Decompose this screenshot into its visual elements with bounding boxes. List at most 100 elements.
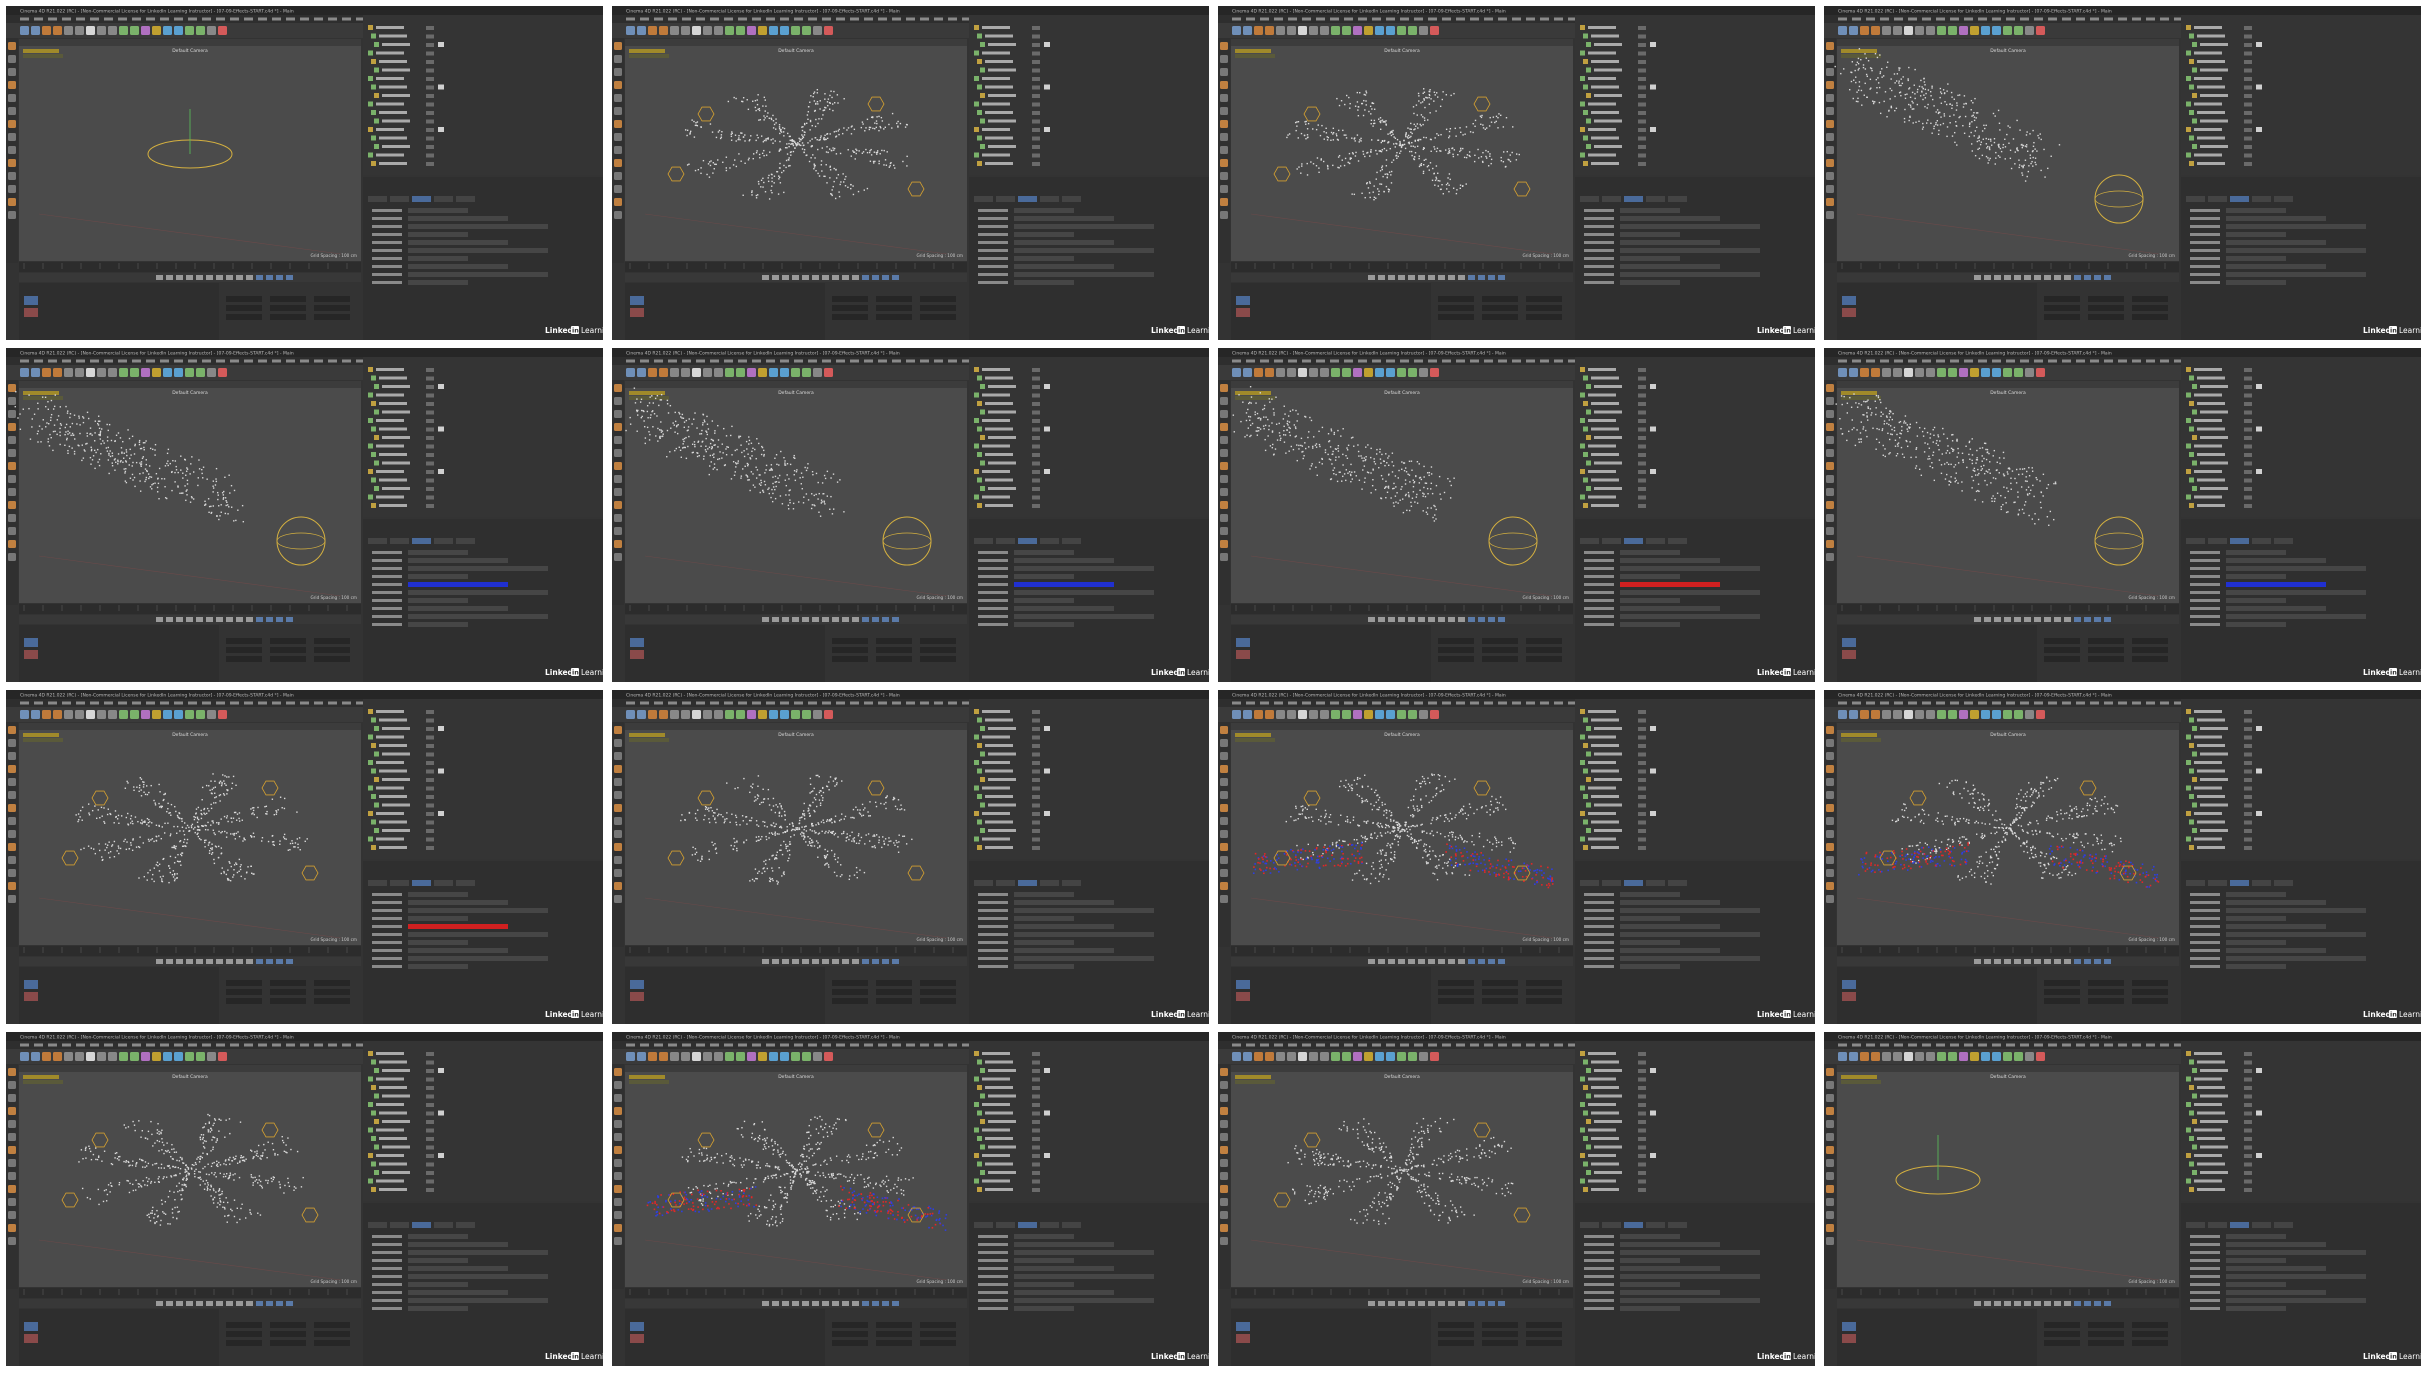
tool-icon[interactable] xyxy=(20,710,29,719)
tool-icon[interactable] xyxy=(758,26,767,35)
tool-icon[interactable] xyxy=(119,710,128,719)
left-tool-icon[interactable] xyxy=(1826,514,1834,522)
transport-button[interactable] xyxy=(1478,275,1485,280)
tool-icon[interactable] xyxy=(692,368,701,377)
left-tool-icon[interactable] xyxy=(1220,397,1228,405)
transport-button[interactable] xyxy=(862,275,869,280)
tool-icon[interactable] xyxy=(75,26,84,35)
left-tool-icon[interactable] xyxy=(8,133,16,141)
left-tool-icon[interactable] xyxy=(1826,120,1834,128)
attribute-tab[interactable] xyxy=(434,196,453,202)
left-tool-icon[interactable] xyxy=(1220,120,1228,128)
transport-button[interactable] xyxy=(276,275,283,280)
transport-button[interactable] xyxy=(1994,617,2001,622)
tool-icon[interactable] xyxy=(1397,26,1406,35)
transport-button[interactable] xyxy=(216,617,223,622)
tool-icon[interactable] xyxy=(1893,26,1902,35)
transport-button[interactable] xyxy=(1378,275,1385,280)
transport-button[interactable] xyxy=(1458,617,1465,622)
left-tool-icon[interactable] xyxy=(614,410,622,418)
tool-icon[interactable] xyxy=(174,26,183,35)
left-tool-icon[interactable] xyxy=(1220,185,1228,193)
tool-icon[interactable] xyxy=(1849,26,1858,35)
tool-icon[interactable] xyxy=(31,710,40,719)
tool-icon[interactable] xyxy=(218,26,227,35)
left-tool-icon[interactable] xyxy=(614,42,622,50)
left-tool-icon[interactable] xyxy=(8,527,16,535)
tool-icon[interactable] xyxy=(747,368,756,377)
tool-icon[interactable] xyxy=(1276,26,1285,35)
transport-button[interactable] xyxy=(822,275,829,280)
left-tool-icon[interactable] xyxy=(1220,410,1228,418)
tool-icon[interactable] xyxy=(1386,26,1395,35)
tool-icon[interactable] xyxy=(1992,368,2001,377)
attribute-tab[interactable] xyxy=(412,196,431,202)
transport-button[interactable] xyxy=(822,617,829,622)
left-tool-icon[interactable] xyxy=(1826,449,1834,457)
left-tool-icon[interactable] xyxy=(1220,198,1228,206)
transport-button[interactable] xyxy=(246,275,253,280)
left-tool-icon[interactable] xyxy=(1826,397,1834,405)
transport-button[interactable] xyxy=(286,275,293,280)
tool-icon[interactable] xyxy=(1882,368,1891,377)
tool-icon[interactable] xyxy=(1353,26,1362,35)
left-tool-icon[interactable] xyxy=(1826,501,1834,509)
attribute-tab[interactable] xyxy=(1646,196,1665,202)
tool-icon[interactable] xyxy=(1904,368,1913,377)
left-tool-icon[interactable] xyxy=(1220,55,1228,63)
left-tool-icon[interactable] xyxy=(1826,423,1834,431)
left-tool-icon[interactable] xyxy=(1220,540,1228,548)
left-tool-icon[interactable] xyxy=(8,146,16,154)
left-tool-icon[interactable] xyxy=(8,68,16,76)
transport-button[interactable] xyxy=(1408,617,1415,622)
transport-button[interactable] xyxy=(2044,275,2051,280)
tool-icon[interactable] xyxy=(659,26,668,35)
left-tool-icon[interactable] xyxy=(1220,475,1228,483)
tool-icon[interactable] xyxy=(1419,26,1428,35)
left-tool-icon[interactable] xyxy=(8,778,16,786)
transport-button[interactable] xyxy=(2064,275,2071,280)
transport-button[interactable] xyxy=(276,617,283,622)
left-tool-icon[interactable] xyxy=(614,133,622,141)
tool-icon[interactable] xyxy=(1408,368,1417,377)
attribute-tab[interactable] xyxy=(2252,538,2271,544)
tool-icon[interactable] xyxy=(1386,368,1395,377)
tool-icon[interactable] xyxy=(2003,368,2012,377)
left-tool-icon[interactable] xyxy=(8,55,16,63)
tool-icon[interactable] xyxy=(53,368,62,377)
transport-button[interactable] xyxy=(832,617,839,622)
tool-icon[interactable] xyxy=(824,26,833,35)
transport-button[interactable] xyxy=(782,617,789,622)
left-tool-icon[interactable] xyxy=(8,42,16,50)
left-tool-icon[interactable] xyxy=(1220,133,1228,141)
tool-icon[interactable] xyxy=(42,710,51,719)
left-tool-icon[interactable] xyxy=(8,830,16,838)
tool-icon[interactable] xyxy=(725,368,734,377)
tool-icon[interactable] xyxy=(648,26,657,35)
left-tool-icon[interactable] xyxy=(614,488,622,496)
tool-icon[interactable] xyxy=(626,26,635,35)
transport-button[interactable] xyxy=(852,275,859,280)
tool-icon[interactable] xyxy=(703,26,712,35)
left-tool-icon[interactable] xyxy=(8,882,16,890)
tool-icon[interactable] xyxy=(1375,26,1384,35)
left-tool-icon[interactable] xyxy=(614,527,622,535)
left-tool-icon[interactable] xyxy=(1826,159,1834,167)
left-tool-icon[interactable] xyxy=(614,449,622,457)
tool-icon[interactable] xyxy=(1430,368,1439,377)
tool-icon[interactable] xyxy=(1959,368,1968,377)
tool-icon[interactable] xyxy=(1937,26,1946,35)
transport-button[interactable] xyxy=(862,617,869,622)
left-tool-icon[interactable] xyxy=(8,895,16,903)
tool-icon[interactable] xyxy=(670,26,679,35)
transport-button[interactable] xyxy=(1458,275,1465,280)
left-tool-icon[interactable] xyxy=(1826,410,1834,418)
tool-icon[interactable] xyxy=(64,368,73,377)
tool-icon[interactable] xyxy=(1871,26,1880,35)
tool-icon[interactable] xyxy=(2014,26,2023,35)
transport-button[interactable] xyxy=(2094,275,2101,280)
tool-icon[interactable] xyxy=(174,368,183,377)
left-tool-icon[interactable] xyxy=(614,553,622,561)
attribute-tab[interactable] xyxy=(2252,196,2271,202)
left-tool-icon[interactable] xyxy=(614,462,622,470)
